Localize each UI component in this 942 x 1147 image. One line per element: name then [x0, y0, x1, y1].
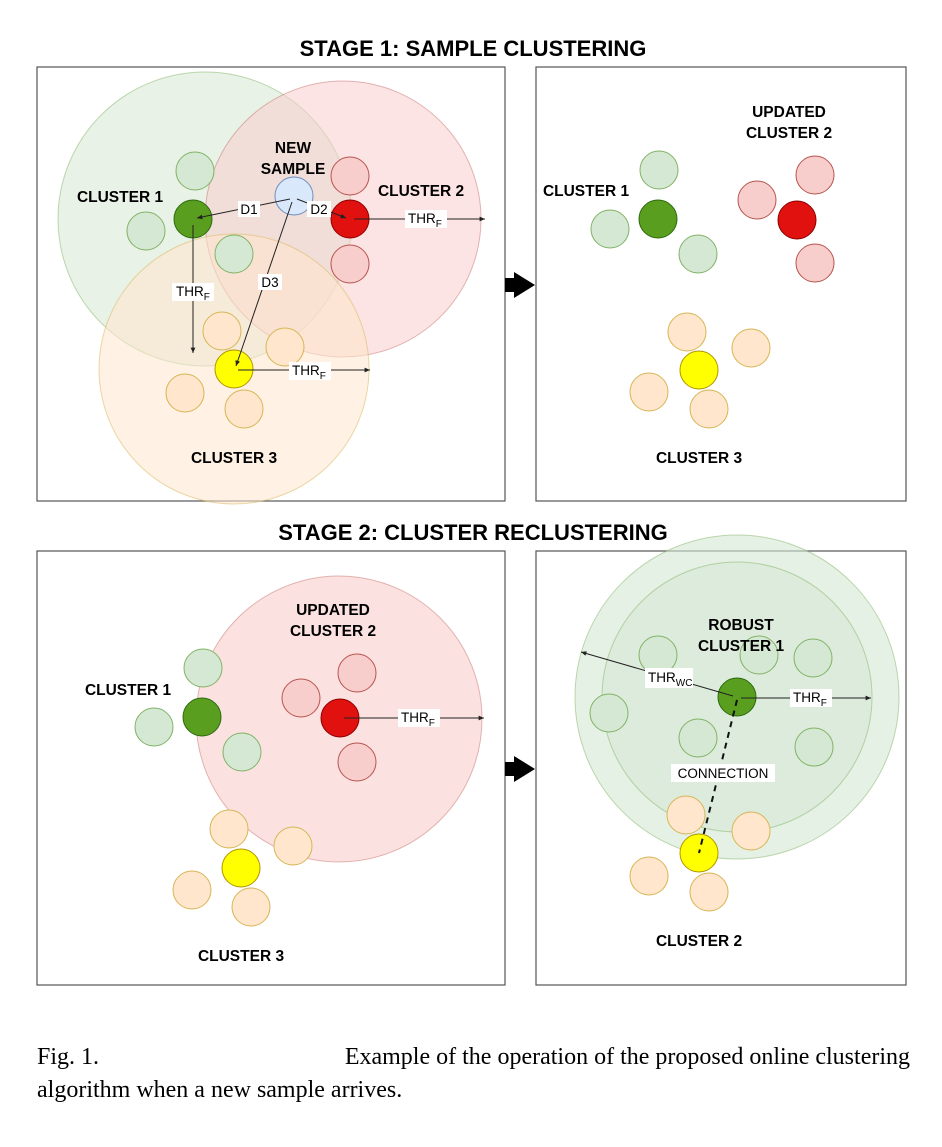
caption-line2: algorithm when a new sample arrives.	[37, 1077, 402, 1103]
cluster2-label: CLUSTER 2	[378, 183, 464, 200]
cluster3-sample	[165, 373, 205, 413]
new-sample	[274, 176, 314, 216]
caption-line1: Example of the operation of the proposed…	[345, 1044, 910, 1070]
cluster1-centroid	[638, 199, 678, 239]
connection-label: CONNECTION	[678, 766, 769, 781]
cluster3-sample	[689, 389, 729, 429]
cluster2-sample	[689, 872, 729, 912]
label-backdrop	[307, 201, 331, 217]
updated-cluster2-label: CLUSTER 2	[290, 623, 376, 640]
cluster3-sample	[231, 887, 271, 927]
cluster3-sample	[667, 312, 707, 352]
cluster2-sample	[330, 244, 370, 284]
cluster2-sample	[337, 653, 377, 693]
cluster1-sample	[639, 150, 679, 190]
robust-cluster1-label: CLUSTER 1	[698, 638, 785, 655]
cluster3-sample	[202, 311, 242, 351]
caption-figure-number: Fig. 1.	[37, 1044, 99, 1070]
new-sample-label: NEW	[275, 140, 312, 157]
cluster1-sample	[739, 635, 779, 675]
cluster1-centroid	[182, 697, 222, 737]
cluster3-sample	[629, 372, 669, 412]
cluster3-centroid	[214, 349, 254, 389]
transition-arrow	[505, 756, 535, 782]
d3-label: D3	[261, 275, 278, 290]
cluster3-sample	[265, 327, 305, 367]
cluster1-sample	[678, 718, 718, 758]
cluster1-sample	[214, 234, 254, 274]
cluster3-sample	[731, 328, 771, 368]
panel-frame	[535, 66, 907, 502]
cluster2-sample	[737, 180, 777, 220]
cluster2-sample	[731, 811, 771, 851]
cluster2-sample	[795, 155, 835, 195]
stage2-title: STAGE 2: CLUSTER RECLUSTERING	[278, 520, 668, 545]
thr-label-cluster3: THRF	[292, 363, 326, 382]
robust-cluster1-centroid	[717, 677, 757, 717]
d2-label: D2	[310, 202, 327, 217]
updated-cluster2-label: CLUSTER 2	[746, 125, 832, 142]
cluster1-sample	[134, 707, 174, 747]
thr-label-cluster2: THRF	[401, 710, 435, 729]
cluster2-sample	[330, 156, 370, 196]
label-backdrop	[398, 709, 440, 727]
thr-label-cluster1: THRF	[176, 284, 210, 303]
cluster1-label: CLUSTER 1	[543, 183, 630, 200]
cluster1-sample	[794, 727, 834, 767]
updated-cluster2-label: UPDATED	[296, 602, 370, 619]
cluster2-centroid	[777, 200, 817, 240]
new-sample-label: SAMPLE	[261, 161, 326, 178]
cluster2-sample	[337, 742, 377, 782]
cluster2-sample	[629, 856, 669, 896]
cluster1-label: CLUSTER 1	[77, 189, 164, 206]
label-backdrop	[258, 274, 282, 290]
label-backdrop	[172, 283, 214, 301]
cluster2-label: CLUSTER 2	[656, 933, 742, 950]
cluster1-sample	[175, 151, 215, 191]
cluster1-label: CLUSTER 1	[85, 682, 172, 699]
cluster3-label: CLUSTER 3	[198, 948, 285, 965]
cluster2-sample	[666, 795, 706, 835]
cluster3-sample	[224, 389, 264, 429]
stage1-right-panel: CLUSTER 1 UPDATED CLUSTER 2 CLUSTER 3	[535, 66, 907, 502]
cluster1-sample	[589, 693, 629, 733]
stage1-title: STAGE 1: SAMPLE CLUSTERING	[300, 36, 647, 61]
cluster1-sample	[793, 638, 833, 678]
label-backdrop	[645, 668, 693, 688]
d1-label: D1	[240, 202, 257, 217]
cluster3-sample	[273, 826, 313, 866]
cluster2-sample	[795, 243, 835, 283]
stage2-left-panel: THRF CLUSTER 1 UPDATED CLUSTER 2 CLUSTER…	[36, 550, 506, 986]
cluster3-centroid	[679, 350, 719, 390]
cluster1-sample	[126, 211, 166, 251]
label-backdrop	[790, 689, 832, 707]
label-backdrop	[238, 201, 260, 217]
cluster3-label: CLUSTER 3	[656, 450, 743, 467]
stage2-right-panel: THRWC THRF CONNECTION ROBUST CLUSTER 1 C…	[535, 534, 907, 986]
stage1-left-panel: CLUSTER 1 CLUSTER 2 CLUSTER 3 NEW SAMPLE…	[36, 66, 506, 505]
label-backdrop	[405, 210, 447, 228]
cluster3-sample	[209, 809, 249, 849]
cluster3-sample	[172, 870, 212, 910]
thr-f-label: THRF	[793, 690, 827, 709]
transition-arrow	[505, 272, 535, 298]
thr-label-cluster2: THRF	[408, 211, 442, 230]
cluster1-sample	[183, 648, 223, 688]
cluster1-sample	[222, 732, 262, 772]
cluster2-sample	[281, 678, 321, 718]
robust-cluster1-label: ROBUST	[708, 617, 774, 634]
cluster3-label: CLUSTER 3	[191, 450, 278, 467]
label-backdrop	[289, 362, 331, 380]
cluster1-sample	[678, 234, 718, 274]
cluster3-centroid	[221, 848, 261, 888]
label-backdrop	[671, 764, 775, 782]
cluster1-sample	[590, 209, 630, 249]
updated-cluster2-label: UPDATED	[752, 104, 826, 121]
thr-wc-label: THRWC	[648, 670, 692, 689]
